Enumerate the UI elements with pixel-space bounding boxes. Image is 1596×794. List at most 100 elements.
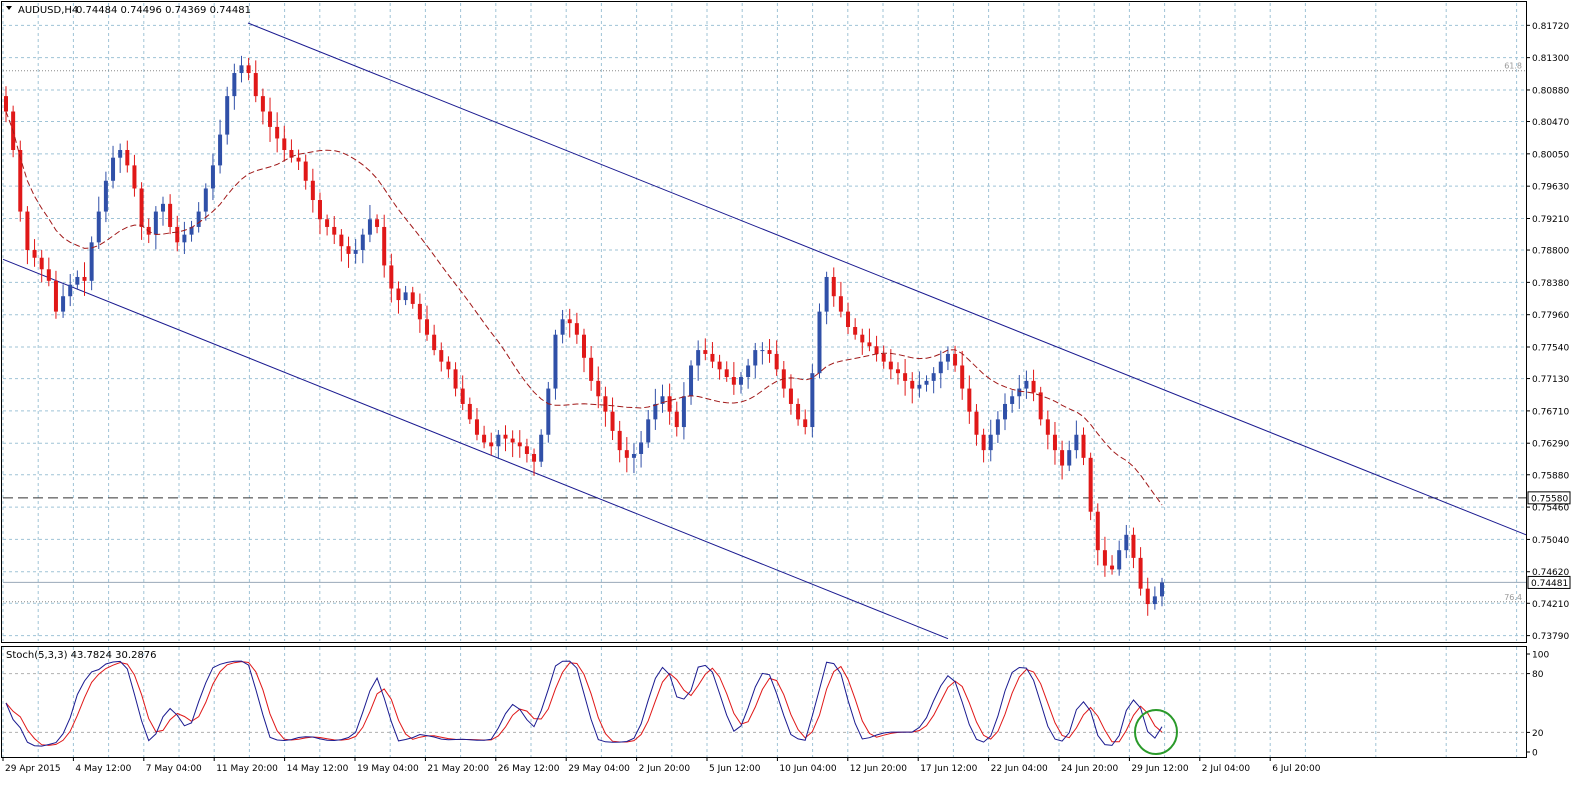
- candle: [439, 342, 444, 372]
- candle: [681, 382, 686, 440]
- candle: [239, 55, 244, 83]
- price-tick-label: 0.73790: [1532, 632, 1569, 642]
- price-tick-label: 0.81300: [1532, 54, 1569, 64]
- candle: [232, 63, 237, 110]
- time-tick-label: 6 Jul 20:00: [1272, 764, 1321, 774]
- candle: [803, 409, 808, 435]
- candle: [524, 438, 529, 463]
- candle: [339, 229, 344, 262]
- candle: [1117, 540, 1122, 576]
- candle: [460, 375, 465, 411]
- candle: [917, 371, 922, 398]
- candle: [724, 361, 729, 382]
- price-tick-label: 0.76710: [1532, 407, 1569, 417]
- candle: [32, 239, 37, 267]
- candle: [453, 362, 458, 397]
- candle: [282, 125, 287, 162]
- candle: [325, 214, 330, 236]
- candle: [767, 339, 772, 363]
- candle: [838, 281, 843, 318]
- candle: [382, 214, 387, 278]
- candle: [310, 168, 315, 213]
- candle: [1095, 503, 1100, 566]
- time-tick-label: 24 Jun 20:00: [1061, 764, 1118, 774]
- price-tick-label: 0.77540: [1532, 344, 1569, 354]
- time-tick-label: 21 May 20:00: [427, 764, 489, 774]
- candle: [317, 192, 322, 235]
- time-tick-label: 14 May 12:00: [287, 764, 349, 774]
- candle: [375, 214, 380, 234]
- candle: [860, 328, 865, 355]
- candle: [396, 281, 401, 314]
- candle: [175, 215, 180, 252]
- candle: [1010, 390, 1015, 413]
- candle: [910, 372, 915, 404]
- candle: [967, 375, 972, 424]
- candle: [25, 206, 30, 265]
- candle: [895, 362, 900, 385]
- price-tick-label: 0.78380: [1532, 279, 1569, 289]
- candle: [517, 430, 522, 458]
- candle: [874, 335, 879, 362]
- candle: [924, 375, 929, 392]
- candle: [46, 257, 51, 287]
- time-tick-label: 2 Jun 20:00: [639, 764, 691, 774]
- time-tick-label: 2 Jul 04:00: [1202, 764, 1251, 774]
- candle: [746, 358, 751, 389]
- candle: [39, 250, 44, 283]
- candle: [867, 328, 872, 352]
- channel-lower-line: [2, 258, 949, 640]
- candle: [938, 350, 943, 389]
- time-tick-label: 29 Jun 12:00: [1131, 764, 1188, 774]
- candle: [218, 119, 223, 174]
- candle: [75, 270, 80, 290]
- candle: [1052, 422, 1057, 465]
- candle: [738, 372, 743, 394]
- time-tick-label: 19 May 04:00: [357, 764, 419, 774]
- candle: [132, 154, 137, 197]
- candle: [61, 284, 66, 318]
- candle: [360, 228, 365, 264]
- candle: [646, 409, 651, 448]
- candle: [467, 397, 472, 424]
- candle: [596, 366, 601, 409]
- candle: [1160, 577, 1164, 607]
- candle: [788, 374, 793, 415]
- candle: [546, 381, 551, 443]
- candle: [660, 384, 665, 413]
- candle: [1038, 386, 1043, 426]
- fib-level-label: 76.4: [1504, 593, 1522, 602]
- candle: [389, 253, 394, 303]
- current-price-box: [1527, 575, 1571, 589]
- candle: [639, 430, 644, 468]
- candle: [111, 145, 116, 189]
- candle: [510, 430, 515, 458]
- candle: [1045, 410, 1050, 450]
- candle: [1024, 370, 1029, 399]
- candle: [582, 328, 586, 373]
- candle: [974, 404, 979, 446]
- candle: [275, 112, 280, 153]
- time-tick-label: 26 May 12:00: [498, 764, 560, 774]
- candle: [1145, 577, 1150, 616]
- symbol-menu-icon[interactable]: [6, 6, 12, 10]
- candle: [589, 346, 594, 391]
- candle: [753, 342, 758, 379]
- price-tick-label: 0.75040: [1532, 536, 1569, 546]
- candle: [474, 408, 479, 441]
- candle: [689, 360, 694, 405]
- candle: [260, 88, 265, 125]
- candle: [417, 293, 422, 333]
- candle: [160, 196, 165, 226]
- candle: [1074, 420, 1079, 459]
- stochastic-pane-frame: [1, 646, 1527, 758]
- candle: [103, 171, 108, 223]
- candle: [617, 420, 622, 463]
- candle: [631, 443, 636, 474]
- stochastic-tick-label: 100: [1532, 651, 1549, 661]
- candle: [539, 429, 544, 468]
- candle: [289, 139, 294, 163]
- candle: [881, 345, 886, 369]
- candle: [268, 97, 273, 142]
- stochastic-signal-line: [5, 661, 1163, 746]
